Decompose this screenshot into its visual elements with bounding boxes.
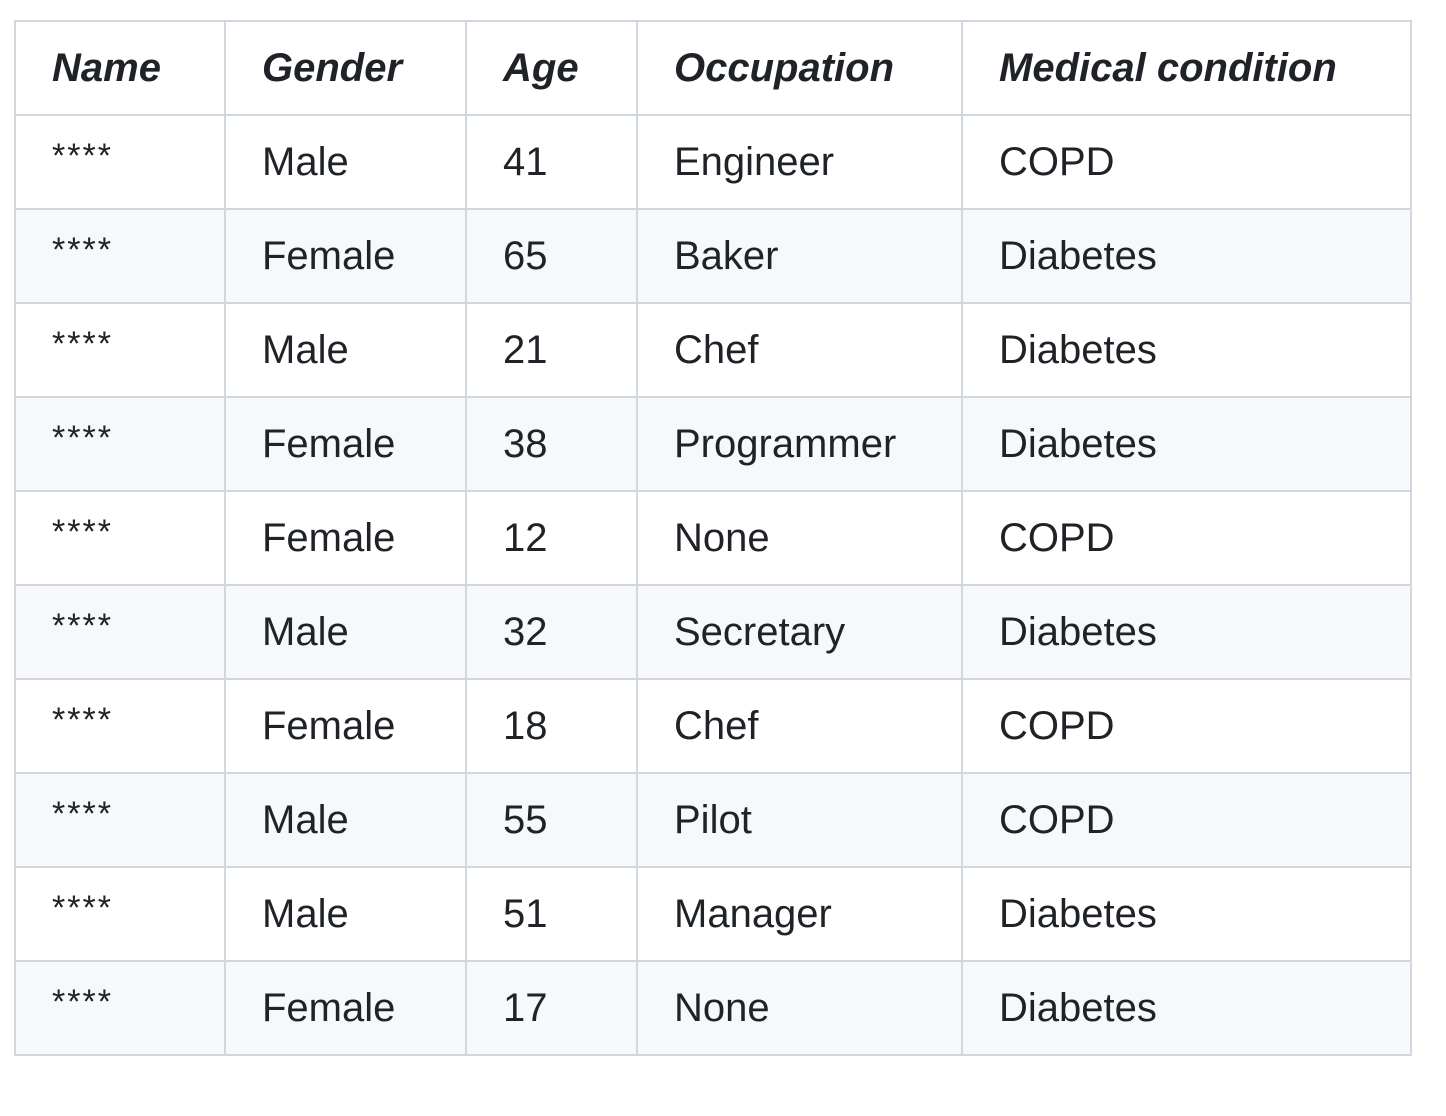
- cell-occupation: Chef: [636, 678, 963, 774]
- cell-name: ****: [14, 114, 226, 210]
- cell-name: ****: [14, 772, 226, 868]
- header-name: Name: [14, 20, 226, 116]
- cell-gender: Female: [224, 960, 467, 1056]
- header-gender: Gender: [224, 20, 467, 116]
- table-row: **** Female 38 Programmer Diabetes: [14, 396, 1412, 492]
- cell-age: 12: [465, 490, 638, 586]
- cell-medical-condition: Diabetes: [961, 866, 1412, 962]
- table-row: **** Female 12 None COPD: [14, 490, 1412, 586]
- cell-age: 55: [465, 772, 638, 868]
- cell-name: ****: [14, 584, 226, 680]
- table-body: **** Male 41 Engineer COPD **** Female 6…: [14, 114, 1412, 1056]
- cell-age: 21: [465, 302, 638, 398]
- cell-gender: Male: [224, 584, 467, 680]
- header-age: Age: [465, 20, 638, 116]
- cell-gender: Male: [224, 772, 467, 868]
- cell-age: 17: [465, 960, 638, 1056]
- cell-occupation: Programmer: [636, 396, 963, 492]
- table-row: **** Male 55 Pilot COPD: [14, 772, 1412, 868]
- cell-gender: Male: [224, 114, 467, 210]
- cell-medical-condition: COPD: [961, 678, 1412, 774]
- cell-gender: Male: [224, 866, 467, 962]
- cell-age: 18: [465, 678, 638, 774]
- table-row: **** Male 32 Secretary Diabetes: [14, 584, 1412, 680]
- cell-gender: Female: [224, 678, 467, 774]
- patients-table: Name Gender Age Occupation Medical condi…: [14, 20, 1412, 1056]
- cell-medical-condition: Diabetes: [961, 960, 1412, 1056]
- cell-name: ****: [14, 960, 226, 1056]
- table-header: Name Gender Age Occupation Medical condi…: [14, 20, 1412, 116]
- table-row: **** Male 41 Engineer COPD: [14, 114, 1412, 210]
- cell-medical-condition: Diabetes: [961, 302, 1412, 398]
- cell-age: 32: [465, 584, 638, 680]
- header-row: Name Gender Age Occupation Medical condi…: [14, 20, 1412, 116]
- table-row: **** Female 65 Baker Diabetes: [14, 208, 1412, 304]
- cell-name: ****: [14, 208, 226, 304]
- cell-age: 38: [465, 396, 638, 492]
- cell-occupation: Manager: [636, 866, 963, 962]
- cell-gender: Female: [224, 490, 467, 586]
- cell-occupation: Pilot: [636, 772, 963, 868]
- table-row: **** Female 17 None Diabetes: [14, 960, 1412, 1056]
- cell-age: 65: [465, 208, 638, 304]
- cell-gender: Female: [224, 208, 467, 304]
- cell-medical-condition: COPD: [961, 114, 1412, 210]
- data-table-container: Name Gender Age Occupation Medical condi…: [14, 20, 1412, 1056]
- cell-medical-condition: Diabetes: [961, 208, 1412, 304]
- cell-occupation: None: [636, 490, 963, 586]
- cell-name: ****: [14, 866, 226, 962]
- cell-medical-condition: COPD: [961, 490, 1412, 586]
- cell-medical-condition: Diabetes: [961, 584, 1412, 680]
- cell-name: ****: [14, 490, 226, 586]
- cell-occupation: Secretary: [636, 584, 963, 680]
- table-row: **** Male 21 Chef Diabetes: [14, 302, 1412, 398]
- cell-name: ****: [14, 302, 226, 398]
- header-medical-condition: Medical condition: [961, 20, 1412, 116]
- cell-age: 51: [465, 866, 638, 962]
- cell-gender: Male: [224, 302, 467, 398]
- cell-occupation: None: [636, 960, 963, 1056]
- cell-gender: Female: [224, 396, 467, 492]
- cell-age: 41: [465, 114, 638, 210]
- cell-occupation: Engineer: [636, 114, 963, 210]
- cell-medical-condition: Diabetes: [961, 396, 1412, 492]
- header-occupation: Occupation: [636, 20, 963, 116]
- cell-occupation: Baker: [636, 208, 963, 304]
- cell-occupation: Chef: [636, 302, 963, 398]
- cell-medical-condition: COPD: [961, 772, 1412, 868]
- cell-name: ****: [14, 396, 226, 492]
- cell-name: ****: [14, 678, 226, 774]
- table-row: **** Female 18 Chef COPD: [14, 678, 1412, 774]
- table-row: **** Male 51 Manager Diabetes: [14, 866, 1412, 962]
